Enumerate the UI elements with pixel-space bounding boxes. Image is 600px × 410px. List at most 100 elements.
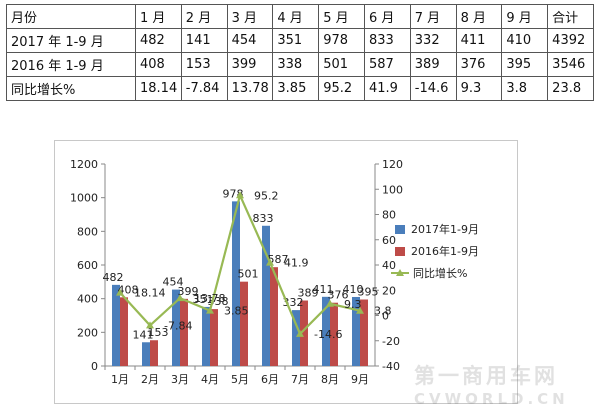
table-header-cell: 9 月 [501,4,549,29]
growth-label: -14.6 [314,328,342,341]
bar-2016-label: 399 [178,285,199,298]
table-header-cell: 6 月 [363,4,411,29]
x-tick-label: 9月 [351,373,369,386]
growth-label: 95.2 [254,189,279,202]
y-left-tick-label: 800 [77,225,98,238]
y-left-tick-label: 1200 [70,158,98,171]
table-cell: 395 [501,52,549,77]
x-tick-label: 2月 [141,373,159,386]
bar-2016 [180,298,188,366]
bar-2016-label: 376 [328,289,349,302]
y-right-tick-label: 120 [382,158,403,171]
table-cell: 141 [180,28,228,53]
table-cell: 410 [501,28,549,53]
table-row: 2017 年 1-9 月 482 141 454 351 978 833 332 411 410 4… [6,28,594,53]
table-cell: 587 [363,52,411,77]
table-cell: -14.6 [409,76,457,101]
growth-point [146,321,154,329]
bar-2016 [120,297,128,366]
growth-label: 41.9 [284,257,309,270]
y-right-tick-label: 20 [382,284,396,297]
bar-2017-label: 833 [253,212,274,225]
bar-2016 [300,300,308,366]
table-cell: 376 [455,52,503,77]
table-cell: 2016 年 1-9 月 [6,52,136,77]
table-cell: 833 [363,28,411,53]
y-left-tick-label: 0 [91,360,98,373]
growth-point [266,258,274,266]
table-cell: 95.2 [318,76,365,101]
table-cell: 501 [318,52,365,77]
legend-label-2016: 2016年1-9月 [411,244,479,258]
bar-2017 [202,306,210,366]
x-tick-label: 1月 [111,373,129,386]
bar-2016-label: 408 [118,283,139,296]
legend-label-growth: 同比增长% [413,266,467,280]
bar-2017-label: 482 [103,271,124,284]
table-cell: 978 [318,28,365,53]
table-header-cell: 5 月 [318,4,365,29]
y-right-tick-label: -40 [382,360,400,373]
y-left-tick-label: 400 [77,293,98,306]
growth-point [356,306,364,314]
bar-2016-label: 395 [358,286,379,299]
x-tick-label: 6月 [261,373,279,386]
table-cell: 4392 [547,28,594,53]
growth-point [326,299,334,307]
table-cell: 2017 年 1-9 月 [6,28,136,53]
legend-swatch-2016 [395,247,405,256]
bar-2016-label: 501 [238,268,259,281]
table-cell: 338 [272,52,320,77]
x-tick-label: 7月 [291,373,309,386]
table-cell: 399 [226,52,274,77]
table-cell: 41.9 [363,76,411,101]
table-header-cell: 1 月 [135,4,182,29]
x-tick-label: 3月 [171,373,189,386]
y-right-tick-label: 60 [382,234,396,247]
bar-2017 [352,296,360,366]
y-right-tick-label: 0 [382,310,389,323]
bar-2016 [270,267,278,366]
watermark-cn: 第一商用车网 [414,364,558,388]
table-header-cell: 月份 [6,4,136,29]
x-tick-label: 5月 [231,373,249,386]
bar-2016 [240,281,248,366]
table-header-cell: 8 月 [455,4,503,29]
growth-point [176,294,184,302]
watermark: 第一商用车网 CVWORLD.CN [414,360,599,408]
table-cell: 13.78 [226,76,274,101]
y-right-tick-label: 40 [382,259,396,272]
y-left-tick-label: 200 [77,326,98,339]
table-row: 2016 年 1-9 月 408 153 399 338 501 587 389 376 395 3… [6,52,594,77]
growth-point [116,288,124,296]
bar-2017 [292,310,300,366]
table-cell: 389 [409,52,457,77]
table-cell: -7.84 [180,76,228,101]
bar-2016 [210,309,218,366]
growth-label: 3.8 [374,305,392,318]
x-tick-label: 4月 [201,373,219,386]
x-tick-label: 8月 [321,373,339,386]
bar-2017 [142,342,150,366]
growth-label: 18.14 [134,287,166,300]
table-cell: 411 [455,28,503,53]
growth-point [206,306,214,314]
y-right-tick-label: -20 [382,335,400,348]
table-cell: 3.85 [272,76,320,101]
table-header-cell: 2 月 [180,4,228,29]
growth-label: 13.78 [194,292,226,305]
table-cell: 18.14 [135,76,182,101]
bar-2017 [232,201,240,366]
table-cell: 454 [226,28,274,53]
table-cell: 9.3 [455,76,503,101]
bar-2017 [262,225,270,366]
y-left-tick-label: 1000 [70,192,98,205]
chart-area: 0 200 400 600 800 1000 1200 -40 -20 0 20 40 60 80 100 1… [54,140,518,404]
table-cell: 23.8 [547,76,594,101]
y-right-tick-label: 80 [382,209,396,222]
bar-2017-label: 411 [313,283,334,296]
bar-2017 [322,296,330,366]
legend-label-2017: 2017年1-9月 [411,222,479,236]
bar-2017-label: 410 [343,283,364,296]
